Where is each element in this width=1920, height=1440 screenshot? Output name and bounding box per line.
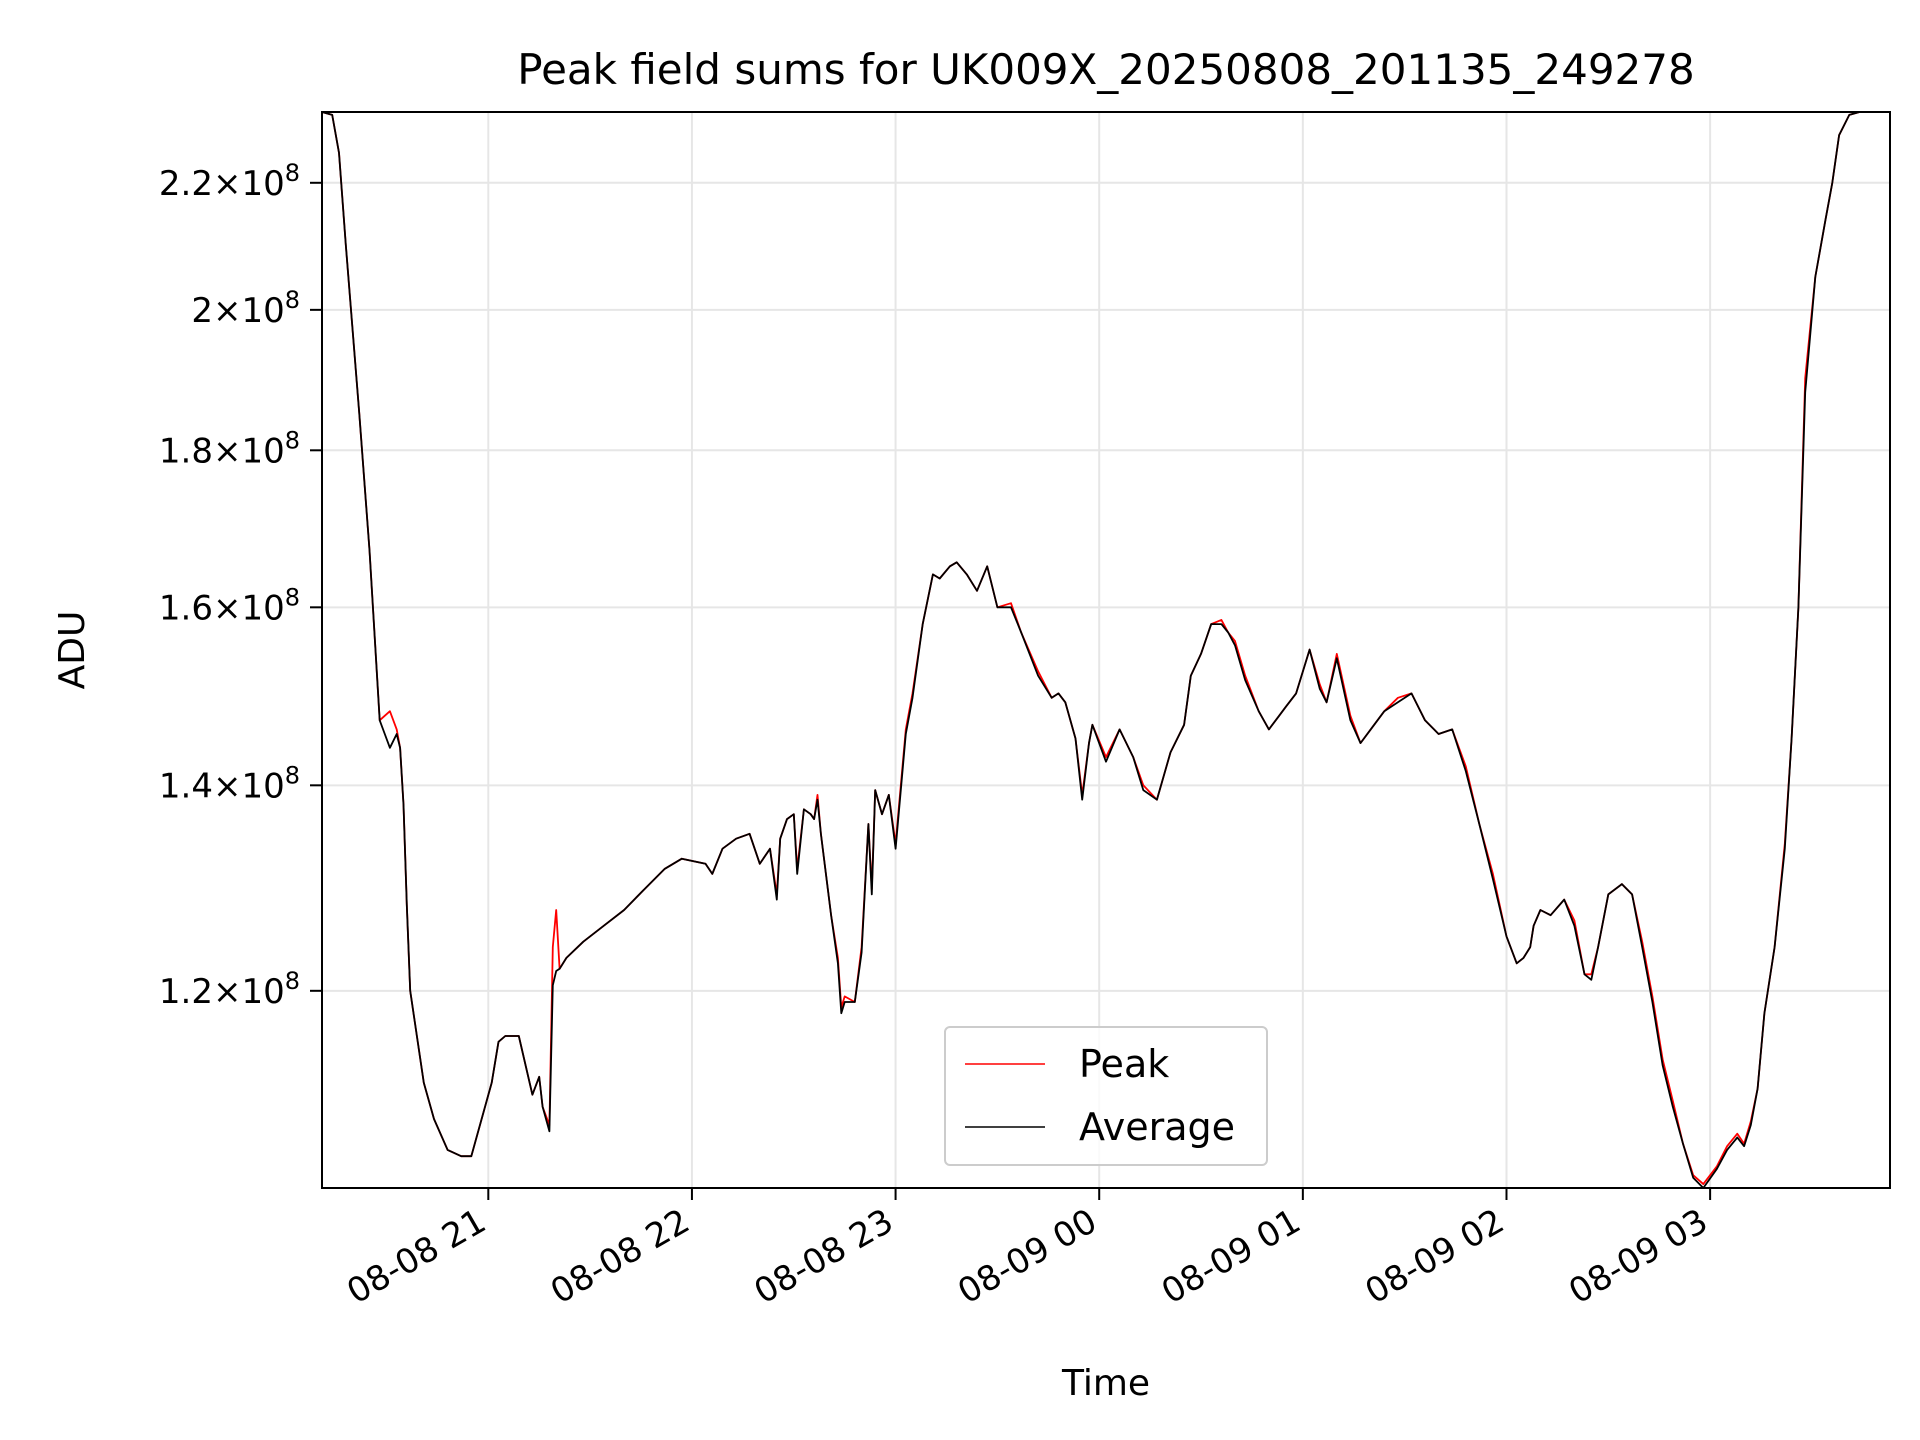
legend-label-average: Average: [1079, 1105, 1235, 1149]
y-tick-times-ten: ×10: [213, 431, 285, 471]
y-tick-mantissa: 1.6: [159, 588, 213, 628]
y-tick-exponent: 8: [285, 761, 300, 789]
y-tick-times-ten: ×10: [213, 972, 285, 1012]
y-tick-label: 1.4×108: [159, 761, 300, 806]
y-tick-exponent: 8: [285, 159, 300, 187]
plot-lines: [321, 111, 1890, 1189]
y-tick-times-ten: ×10: [213, 291, 285, 331]
y-tick-times-ten: ×10: [213, 164, 285, 204]
y-tick-exponent: 8: [285, 426, 300, 454]
y-tick-times-ten: ×10: [213, 588, 285, 628]
legend-label-peak: Peak: [1079, 1042, 1169, 1086]
y-tick-mantissa: 2.2: [159, 164, 213, 204]
series-line-average: [321, 111, 1890, 1189]
grid: [322, 112, 1890, 1188]
y-tick-exponent: 8: [285, 286, 300, 314]
y-tick-exponent: 8: [285, 583, 300, 611]
y-tick-label: 1.2×108: [159, 967, 300, 1012]
y-tick-exponent: 8: [285, 967, 300, 995]
y-axis-label: ADU: [52, 611, 93, 690]
y-tick-mantissa: 1.4: [159, 766, 213, 806]
chart-title: Peak field sums for UK009X_20250808_2011…: [517, 45, 1694, 94]
y-tick-mantissa: 1.8: [159, 431, 213, 471]
y-tick-times-ten: ×10: [213, 766, 285, 806]
y-tick-mantissa: 1.2: [159, 972, 213, 1012]
x-axis-label: Time: [1061, 1363, 1150, 1404]
y-tick-label: 1.6×108: [159, 583, 300, 628]
y-tick-label: 2.2×108: [159, 159, 300, 204]
legend-box: [944, 1026, 1268, 1166]
plot-frame: [321, 111, 1891, 1189]
y-tick-label: 2×108: [191, 286, 300, 331]
legend: Peak Average: [944, 1026, 1268, 1166]
y-tick-mantissa: 2: [191, 291, 213, 331]
y-tick-label: 1.8×108: [159, 426, 300, 471]
